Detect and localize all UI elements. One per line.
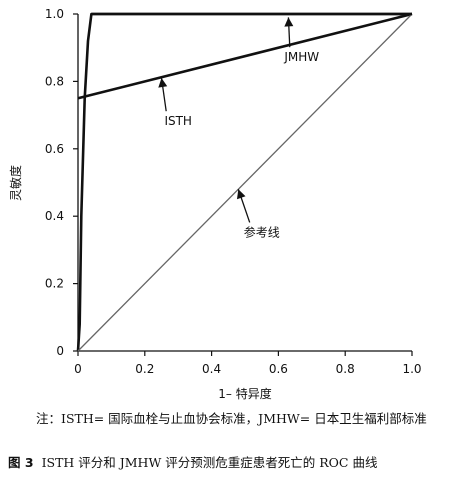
- figure-number: 图 3: [8, 455, 34, 470]
- x-tick-label: 0.4: [202, 362, 221, 376]
- chart-ticks: 0 0.2 0.4 0.6 0.8 1.0 0 0.2 0.4 0.6 0.8 1.0: [45, 7, 422, 376]
- series-line-2: [77, 12, 413, 100]
- chart-series: [76, 12, 413, 352]
- x-tick-label: 1.0: [402, 362, 421, 376]
- y-axis-title: 灵敏度: [8, 165, 23, 201]
- roc-chart: 0 0.2 0.4 0.6 0.8 1.0 0 0.2 0.4 0.6 0.8 1.0 JMHW IST…: [8, 7, 422, 401]
- annotation-label: JMHW: [283, 50, 319, 64]
- y-tick-label: 1.0: [45, 7, 64, 21]
- figure-caption: 图 3 ISTH 评分和 JMHW 评分预测危重症患者死亡的 ROC 曲线: [8, 455, 448, 471]
- caption-note: 注：ISTH= 国际血栓与止血协会标准，JMHW= 日本卫生福利部标准: [36, 411, 427, 426]
- y-tick-label: 0.8: [45, 74, 64, 88]
- figure-title: ISTH 评分和 JMHW 评分预测危重症患者死亡的 ROC 曲线: [41, 455, 378, 470]
- annotation-arrowhead: [284, 17, 294, 27]
- y-tick-label: 0: [56, 344, 64, 358]
- x-tick-label: 0.6: [269, 362, 288, 376]
- x-axis-title: 1– 特异度: [218, 386, 271, 401]
- y-tick-label: 0.6: [45, 142, 64, 156]
- chart-annotations: JMHW ISTH 参考线: [158, 17, 319, 239]
- x-tick-label: 0: [74, 362, 82, 376]
- annotation-arrowhead: [158, 78, 168, 88]
- series-line-3: [77, 13, 413, 352]
- y-tick-label: 0.4: [45, 209, 64, 223]
- y-tick-label: 0.2: [45, 277, 64, 291]
- x-tick-label: 0.8: [336, 362, 355, 376]
- x-tick-label: 0.2: [135, 362, 154, 376]
- annotation-arrowhead: [236, 189, 246, 200]
- annotation-label: 参考线: [244, 224, 280, 239]
- annotation-label: ISTH: [164, 114, 192, 128]
- chart-axes: [77, 14, 412, 352]
